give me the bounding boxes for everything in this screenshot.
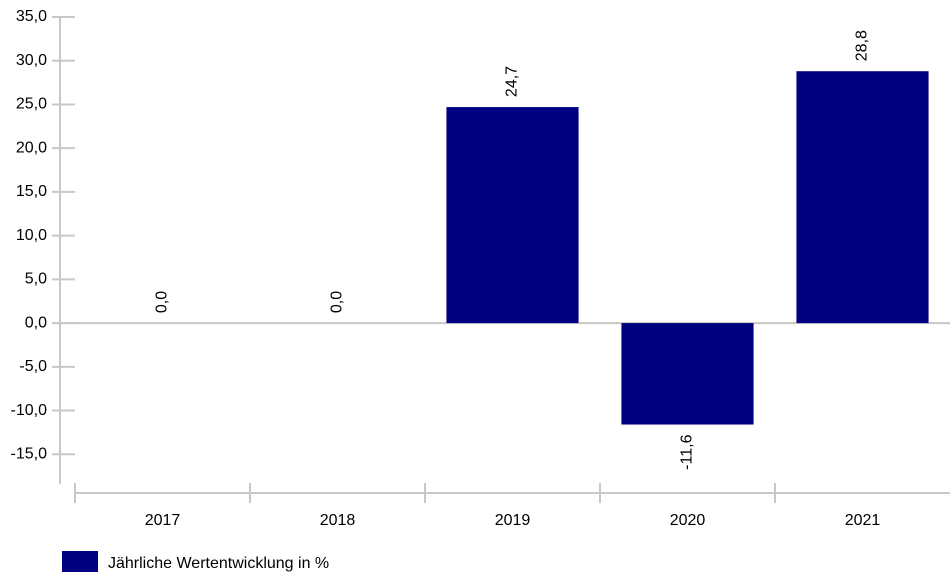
- data-label: 0,0: [329, 291, 346, 313]
- data-label: 28,8: [854, 30, 871, 61]
- x-tick-label: 2019: [495, 512, 531, 529]
- y-tick-label: 30,0: [16, 52, 47, 69]
- y-tick-label: -15,0: [11, 445, 48, 462]
- y-tick-label: -10,0: [11, 402, 48, 419]
- y-tick-label: 25,0: [16, 96, 47, 113]
- y-tick-label: 20,0: [16, 139, 47, 156]
- bar: [621, 323, 754, 425]
- y-tick-label: -5,0: [19, 358, 47, 375]
- x-tick-label: 2017: [145, 512, 181, 529]
- y-tick-label: 35,0: [16, 8, 47, 25]
- legend-swatch: [62, 551, 98, 572]
- y-tick-label: 0,0: [25, 314, 47, 331]
- y-tick-label: 10,0: [16, 227, 47, 244]
- legend-label: Jährliche Wertentwicklung in %: [108, 555, 329, 572]
- data-label: -11,6: [679, 434, 696, 469]
- y-tick-label: 5,0: [25, 271, 47, 288]
- data-label: 24,7: [504, 66, 521, 97]
- x-tick-label: 2021: [845, 512, 881, 529]
- bar: [796, 71, 929, 324]
- x-tick-label: 2018: [320, 512, 356, 529]
- x-tick-label: 2020: [670, 512, 706, 529]
- y-tick-label: 15,0: [16, 183, 47, 200]
- data-label: 0,0: [154, 291, 171, 313]
- bar: [446, 107, 579, 324]
